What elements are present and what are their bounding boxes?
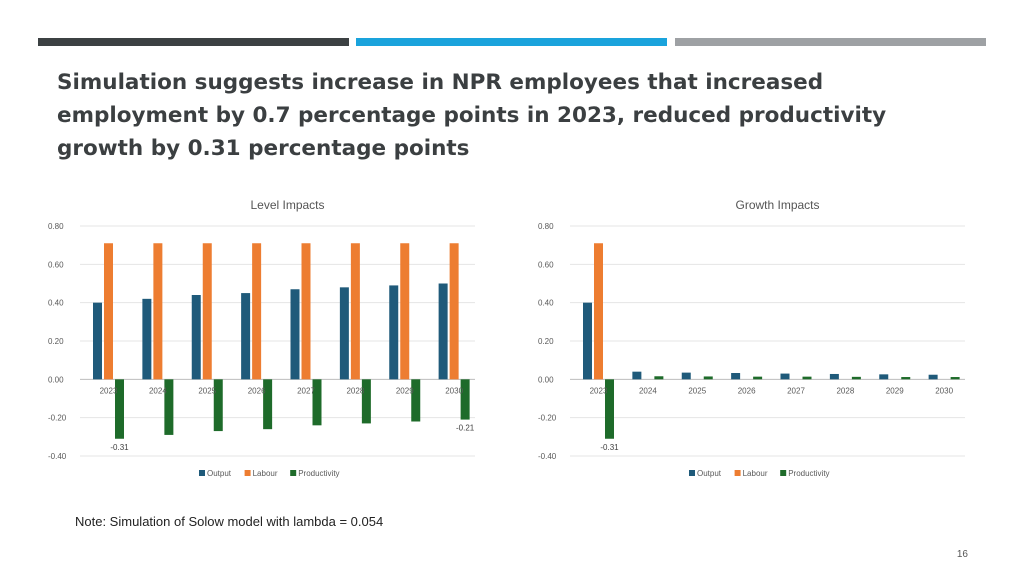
bar-labour-2027 — [301, 243, 311, 380]
bar-labour-2023 — [104, 243, 113, 380]
y-tick-label: -0.20 — [48, 414, 67, 423]
growth-impacts-chart: Growth Impacts 0.80 0.60 0.40 0.20 0.00 -0.20 -… — [530, 190, 1000, 490]
bar-productivity-2023 — [115, 379, 124, 439]
data-label: -0.21 — [456, 424, 475, 433]
growth-impacts-title: Growth Impacts — [735, 198, 819, 212]
legend-label-output: Output — [207, 469, 232, 478]
y-tick-label: 0.20 — [538, 337, 554, 346]
legend-label-labour: Labour — [743, 469, 768, 478]
header-accent-blue — [356, 38, 667, 46]
bar-output-2026 — [241, 293, 251, 380]
data-label: -0.31 — [110, 443, 129, 452]
bar-productivity-2027 — [312, 379, 322, 426]
bar-output-2027 — [780, 373, 790, 380]
x-tick-label: 2027 — [297, 386, 315, 395]
bar-productivity-2029 — [411, 379, 421, 422]
bar-productivity-2026 — [753, 376, 763, 380]
legend-swatch-output — [689, 470, 695, 476]
bar-output-2030 — [928, 374, 938, 380]
header-accent-dark — [38, 38, 349, 46]
legend-swatch-labour — [244, 470, 251, 476]
legend-label-productivity: Productivity — [298, 469, 339, 478]
x-tick-label: 2025 — [688, 386, 706, 395]
y-tick-label: 0.60 — [48, 260, 64, 269]
header-accent-gray — [675, 38, 986, 46]
bar-output-2028 — [829, 373, 839, 380]
x-tick-label: 2026 — [738, 386, 756, 395]
bar-labour-2028 — [350, 243, 360, 380]
bar-productivity-2029 — [901, 377, 911, 380]
y-tick-label: -0.40 — [538, 452, 557, 461]
bar-productivity-2030 — [460, 379, 470, 420]
y-tick-label: -0.20 — [538, 414, 557, 423]
x-tick-label: 2029 — [396, 386, 414, 395]
x-tick-label: 2025 — [198, 386, 216, 395]
growth-impacts-svg: Growth Impacts 0.80 0.60 0.40 0.20 0.00 -0.20 -… — [538, 198, 965, 478]
x-tick-label: 2026 — [248, 386, 266, 395]
x-tick-label: 2028 — [836, 386, 854, 395]
y-tick-label: 0.00 — [48, 375, 64, 384]
x-tick-label: 2027 — [787, 386, 805, 395]
bar-labour-2026 — [252, 243, 262, 380]
y-tick-label: 0.80 — [538, 222, 554, 231]
bar-productivity-2024 — [164, 379, 174, 435]
x-tick-label: 2030 — [445, 386, 463, 395]
bar-output-2029 — [389, 285, 399, 380]
x-tick-label: 2023 — [590, 386, 608, 395]
y-tick-label: 0.40 — [538, 299, 554, 308]
bar-labour-2024 — [153, 243, 163, 380]
bar-output-2028 — [339, 287, 349, 380]
x-tick-label: 2024 — [149, 386, 167, 395]
legend-swatch-productivity — [780, 470, 787, 476]
bar-labour-2025 — [202, 243, 212, 380]
page-number: 16 — [956, 549, 968, 560]
bar-productivity-2025 — [703, 376, 713, 380]
bar-output-2030 — [438, 283, 448, 380]
level-impacts-svg: Level Impacts 0.80 0.60 0.40 0.20 0.00 -0.20 -0… — [48, 198, 475, 478]
level-impacts-chart: Level Impacts 0.80 0.60 0.40 0.20 0.00 -0.20 -0… — [40, 190, 510, 490]
y-tick-label: 0.60 — [538, 260, 554, 269]
legend-swatch-productivity — [290, 470, 297, 476]
bar-productivity-2030 — [950, 377, 960, 380]
bar-output-2023 — [93, 302, 102, 380]
footnote: Note: Simulation of Solow model with lam… — [75, 514, 384, 529]
bar-output-2023 — [583, 302, 592, 380]
level-impacts-title: Level Impacts — [250, 198, 324, 212]
y-tick-label: 0.00 — [538, 375, 554, 384]
x-tick-label: 2029 — [886, 386, 904, 395]
bar-productivity-2024 — [654, 376, 664, 380]
y-tick-label: 0.20 — [48, 337, 64, 346]
bar-output-2025 — [191, 295, 201, 380]
y-tick-label: 0.40 — [48, 299, 64, 308]
bar-productivity-2023 — [605, 379, 614, 439]
x-tick-label: 2023 — [100, 386, 118, 395]
bar-output-2026 — [731, 373, 741, 380]
bar-output-2025 — [681, 372, 691, 380]
bar-output-2029 — [879, 374, 889, 380]
legend-label-productivity: Productivity — [788, 469, 829, 478]
y-tick-label: 0.80 — [48, 222, 64, 231]
bar-output-2024 — [632, 371, 642, 380]
legend-swatch-labour — [734, 470, 741, 476]
bar-labour-2029 — [400, 243, 410, 380]
bar-output-2027 — [290, 289, 300, 380]
x-tick-label: 2030 — [935, 386, 953, 395]
bar-productivity-2027 — [802, 376, 812, 380]
legend-label-labour: Labour — [253, 469, 278, 478]
bar-productivity-2026 — [263, 379, 273, 430]
slide-title: Simulation suggests increase in NPR empl… — [57, 70, 887, 161]
bar-labour-2023 — [594, 243, 603, 380]
x-tick-label: 2028 — [346, 386, 364, 395]
bar-output-2024 — [142, 298, 152, 380]
bar-productivity-2028 — [361, 379, 371, 424]
bar-labour-2030 — [449, 243, 459, 380]
y-tick-label: -0.40 — [48, 452, 67, 461]
data-label: -0.31 — [600, 443, 619, 452]
legend-swatch-output — [199, 470, 205, 476]
bar-productivity-2025 — [213, 379, 223, 432]
legend-label-output: Output — [697, 469, 722, 478]
x-tick-label: 2024 — [639, 386, 657, 395]
bar-productivity-2028 — [851, 376, 861, 380]
